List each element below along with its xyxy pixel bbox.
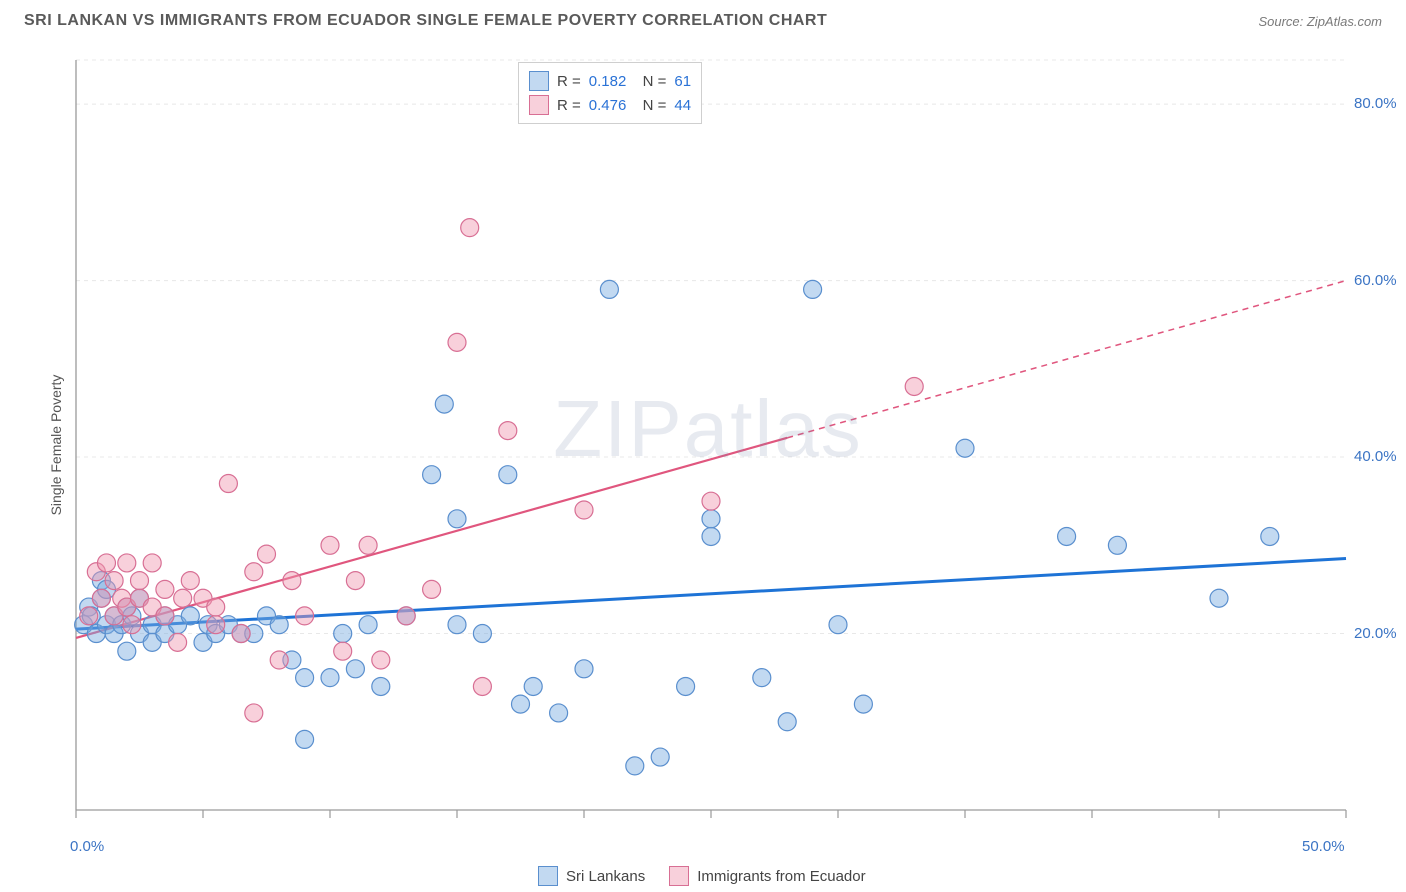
data-point xyxy=(829,616,847,634)
data-point xyxy=(174,589,192,607)
series-legend: Sri Lankans Immigrants from Ecuador xyxy=(538,866,866,886)
data-point xyxy=(296,730,314,748)
data-point xyxy=(258,545,276,563)
data-point xyxy=(118,554,136,572)
series-name: Sri Lankans xyxy=(566,868,645,885)
data-point xyxy=(1210,589,1228,607)
data-point xyxy=(778,713,796,731)
data-point xyxy=(270,616,288,634)
x-tick-label: 0.0% xyxy=(70,838,104,855)
data-point xyxy=(156,580,174,598)
data-point xyxy=(600,280,618,298)
data-point xyxy=(626,757,644,775)
data-point xyxy=(80,607,98,625)
data-point xyxy=(181,572,199,590)
series-swatch xyxy=(529,95,549,115)
data-point xyxy=(118,642,136,660)
data-point xyxy=(372,651,390,669)
series-name: Immigrants from Ecuador xyxy=(697,868,865,885)
data-point xyxy=(804,280,822,298)
legend-item: Immigrants from Ecuador xyxy=(669,866,865,886)
legend-item: Sri Lankans xyxy=(538,866,645,886)
data-point xyxy=(181,607,199,625)
data-point xyxy=(702,510,720,528)
data-point xyxy=(651,748,669,766)
scatter-chart xyxy=(48,50,1368,850)
data-point xyxy=(956,439,974,457)
data-point xyxy=(245,704,263,722)
chart-container: Single Female Poverty ZIPatlas R = 0.182… xyxy=(48,50,1368,840)
y-axis-label: Single Female Poverty xyxy=(48,375,64,516)
data-point xyxy=(677,677,695,695)
chart-title: SRI LANKAN VS IMMIGRANTS FROM ECUADOR SI… xyxy=(24,12,827,30)
data-point xyxy=(296,669,314,687)
y-tick-label: 60.0% xyxy=(1354,272,1397,289)
data-point xyxy=(245,563,263,581)
correlation-stats-box: R = 0.182 N = 61R = 0.476 N = 44 xyxy=(518,62,702,124)
data-point xyxy=(397,607,415,625)
data-point xyxy=(423,466,441,484)
data-point xyxy=(207,598,225,616)
data-point xyxy=(1108,536,1126,554)
data-point xyxy=(346,660,364,678)
series-swatch xyxy=(529,71,549,91)
data-point xyxy=(575,660,593,678)
series-swatch xyxy=(538,866,558,886)
data-point xyxy=(448,333,466,351)
data-point xyxy=(219,475,237,493)
data-point xyxy=(270,651,288,669)
data-point xyxy=(550,704,568,722)
data-point xyxy=(435,395,453,413)
data-point xyxy=(169,633,187,651)
y-tick-label: 40.0% xyxy=(1354,448,1397,465)
data-point xyxy=(321,536,339,554)
stats-row: R = 0.476 N = 44 xyxy=(529,93,691,117)
y-tick-label: 80.0% xyxy=(1354,95,1397,112)
data-point xyxy=(143,554,161,572)
series-swatch xyxy=(669,866,689,886)
data-point xyxy=(854,695,872,713)
data-point xyxy=(334,642,352,660)
data-point xyxy=(372,677,390,695)
data-point xyxy=(283,572,301,590)
data-point xyxy=(97,554,115,572)
data-point xyxy=(131,572,149,590)
data-point xyxy=(473,625,491,643)
y-tick-label: 20.0% xyxy=(1354,625,1397,642)
data-point xyxy=(156,607,174,625)
data-point xyxy=(448,616,466,634)
data-point xyxy=(524,677,542,695)
x-tick-label: 50.0% xyxy=(1302,838,1345,855)
data-point xyxy=(296,607,314,625)
data-point xyxy=(346,572,364,590)
source-attribution: Source: ZipAtlas.com xyxy=(1258,14,1382,29)
data-point xyxy=(905,377,923,395)
stats-row: R = 0.182 N = 61 xyxy=(529,69,691,93)
data-point xyxy=(473,677,491,695)
data-point xyxy=(123,616,141,634)
data-point xyxy=(232,625,250,643)
data-point xyxy=(359,616,377,634)
data-point xyxy=(359,536,377,554)
data-point xyxy=(423,580,441,598)
data-point xyxy=(575,501,593,519)
data-point xyxy=(207,616,225,634)
data-point xyxy=(702,527,720,545)
data-point xyxy=(334,625,352,643)
data-point xyxy=(702,492,720,510)
data-point xyxy=(448,510,466,528)
data-point xyxy=(512,695,530,713)
data-point xyxy=(92,589,110,607)
data-point xyxy=(105,572,123,590)
data-point xyxy=(499,466,517,484)
data-point xyxy=(461,219,479,237)
data-point xyxy=(321,669,339,687)
data-point xyxy=(499,422,517,440)
data-point xyxy=(1058,527,1076,545)
data-point xyxy=(1261,527,1279,545)
data-point xyxy=(753,669,771,687)
trend-line-extrapolated xyxy=(787,281,1346,438)
